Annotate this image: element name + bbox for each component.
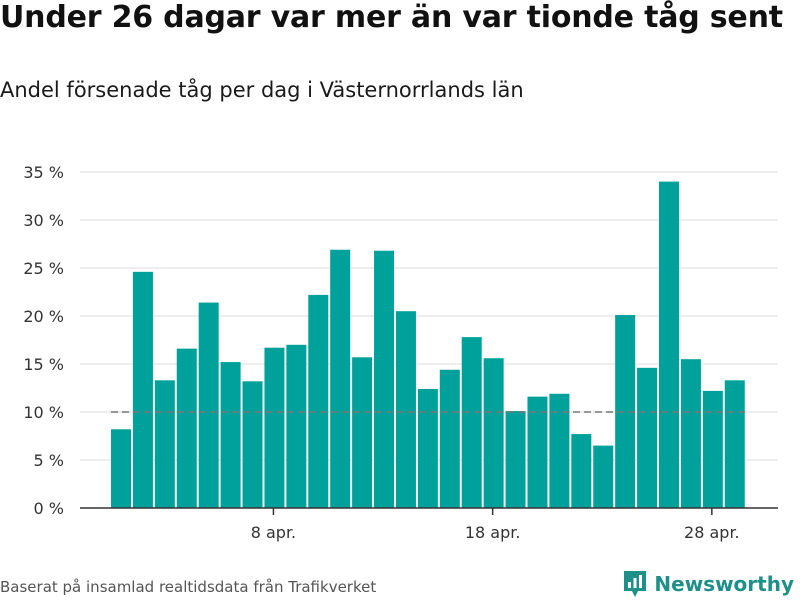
- bar: [264, 347, 285, 508]
- bar: [176, 348, 197, 508]
- bar: [483, 358, 504, 508]
- bar: [154, 380, 175, 508]
- bar: [527, 396, 548, 508]
- x-tick-label: 28 apr.: [684, 523, 740, 542]
- x-tick-label: 18 apr.: [465, 523, 521, 542]
- bar: [111, 429, 131, 508]
- bar: [242, 381, 263, 508]
- bars: [111, 181, 745, 508]
- bar: [417, 388, 438, 508]
- bar: [615, 315, 636, 508]
- bar: [593, 445, 614, 508]
- y-tick-label: 10 %: [23, 403, 64, 422]
- bar: [308, 294, 329, 508]
- y-axis-ticks: 0 % 5 % 10 % 15 % 20 % 25 % 30 % 35 %: [23, 163, 64, 518]
- bar: [461, 337, 482, 508]
- source-note: Baserat på insamlad realtidsdata från Tr…: [0, 578, 377, 596]
- chart-title: Under 26 dagar var mer än var tionde tåg…: [0, 0, 783, 35]
- x-axis-ticks: 8 apr. 18 apr. 28 apr.: [251, 508, 740, 542]
- bar: [352, 357, 373, 508]
- chart-subtitle: Andel försenade tåg per dag i Västernorr…: [0, 78, 524, 102]
- bar: [374, 250, 395, 508]
- bar: [571, 434, 592, 508]
- bar: [198, 302, 219, 508]
- bar: [505, 411, 526, 508]
- y-tick-label: 25 %: [23, 259, 64, 278]
- brand-name: Newsworthy: [654, 572, 794, 596]
- x-tick-label: 8 apr.: [251, 523, 296, 542]
- bar: [220, 362, 241, 508]
- y-tick-label: 20 %: [23, 307, 64, 326]
- bar: [680, 359, 701, 508]
- bar: [395, 311, 416, 508]
- y-tick-label: 30 %: [23, 211, 64, 230]
- brand-logo: Newsworthy: [622, 569, 794, 599]
- bar: [132, 271, 153, 508]
- y-tick-label: 15 %: [23, 355, 64, 374]
- bar: [330, 249, 351, 508]
- y-tick-label: 35 %: [23, 163, 64, 182]
- bar: [286, 344, 307, 508]
- bar: [637, 367, 658, 508]
- bar: [702, 390, 723, 508]
- bar: [724, 380, 745, 508]
- y-tick-label: 0 %: [34, 499, 64, 518]
- bar: [549, 393, 570, 508]
- bar: [659, 181, 679, 508]
- bar: [439, 369, 460, 508]
- bar-chart: 0 % 5 % 10 % 15 % 20 % 25 % 30 % 35 % 8 apr. 18 …: [23, 163, 778, 542]
- y-tick-label: 5 %: [34, 451, 64, 470]
- newsworthy-logo-icon: [624, 571, 647, 597]
